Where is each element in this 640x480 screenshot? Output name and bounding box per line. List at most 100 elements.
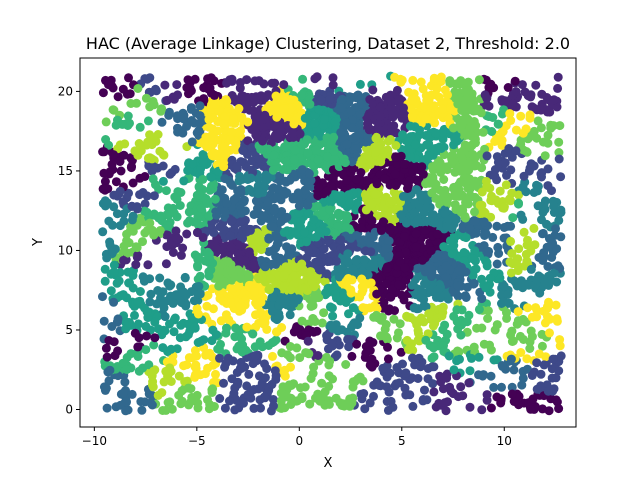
scatter-point (336, 96, 346, 106)
scatter-point (433, 250, 443, 260)
scatter-point (351, 132, 361, 142)
scatter-point (209, 90, 219, 100)
scatter-point (551, 395, 561, 405)
y-tick-label: 0 (65, 403, 73, 417)
scatter-point (543, 262, 553, 271)
scatter-point (556, 172, 566, 182)
plot-area-frame (79, 57, 577, 428)
scatter-point (436, 162, 446, 172)
scatter-point (311, 393, 320, 403)
scatter-point (508, 99, 518, 109)
scatter-point (470, 216, 480, 226)
scatter-point (147, 154, 157, 164)
scatter-point (260, 359, 269, 369)
scatter-point (400, 383, 410, 393)
scatter-point (210, 99, 220, 109)
scatter-point (490, 137, 500, 146)
scatter-point (427, 90, 437, 100)
scatter-point (348, 303, 358, 313)
scatter-point (543, 130, 553, 140)
scatter-point (225, 231, 235, 241)
scatter-point (137, 405, 147, 415)
scatter-point (279, 270, 289, 280)
scatter-point (503, 290, 513, 299)
scatter-point (422, 203, 432, 213)
scatter-point (297, 165, 307, 175)
scatter-point (279, 281, 289, 291)
scatter-point (282, 242, 291, 252)
scatter-point (478, 127, 488, 137)
scatter-point (182, 376, 192, 386)
scatter-point (130, 310, 139, 320)
scatter-point (229, 389, 239, 399)
scatter-point (279, 104, 289, 114)
scatter-point (503, 83, 513, 92)
scatter-point (231, 323, 241, 333)
scatter-point (504, 144, 514, 153)
scatter-point (279, 227, 289, 237)
scatter-point (337, 103, 346, 113)
scatter-point (526, 326, 536, 336)
scatter-point (460, 101, 470, 111)
y-tick-label: 15 (58, 164, 73, 178)
scatter-point (448, 123, 458, 133)
scatter-point (210, 194, 220, 204)
scatter-point (394, 328, 403, 338)
scatter-point (372, 289, 382, 299)
scatter-point (527, 371, 537, 380)
scatter-point (532, 358, 542, 368)
scatter-point (366, 278, 376, 288)
scatter-point (154, 298, 164, 308)
scatter-point (548, 354, 558, 364)
scatter-point (146, 398, 156, 408)
scatter-point (276, 396, 286, 406)
scatter-point (412, 185, 421, 195)
scatter-point (244, 272, 254, 282)
scatter-point (133, 84, 143, 93)
scatter-point (533, 201, 543, 211)
scatter-point (457, 165, 467, 175)
scatter-point (133, 319, 143, 329)
scatter-point (449, 182, 459, 192)
scatter-point (332, 350, 342, 360)
scatter-point (525, 344, 535, 353)
scatter-point (250, 287, 260, 297)
scatter-point (431, 128, 441, 138)
scatter-point (395, 319, 405, 329)
scatter-point (351, 205, 361, 215)
scatter-point (416, 313, 426, 323)
scatter-point (182, 121, 191, 131)
scatter-point (327, 341, 337, 351)
scatter-point (534, 349, 544, 359)
scatter-point (269, 150, 279, 160)
scatter-point (194, 182, 204, 192)
scatter-point (429, 73, 439, 83)
scatter-point (516, 210, 526, 220)
scatter-point (477, 187, 487, 197)
scatter-point (297, 259, 307, 269)
scatter-point (245, 225, 255, 235)
scatter-point (330, 154, 340, 164)
scatter-point (309, 282, 319, 292)
scatter-point (355, 292, 365, 302)
scatter-point (486, 79, 496, 89)
scatter-point (365, 237, 375, 247)
scatter-point (322, 331, 332, 340)
scatter-point (429, 101, 439, 111)
scatter-point (121, 406, 131, 416)
scatter-point (353, 198, 362, 208)
scatter-point (272, 112, 282, 122)
scatter-point (505, 109, 515, 119)
scatter-point (141, 321, 151, 331)
scatter-point (190, 74, 200, 84)
scatter-point (407, 111, 417, 121)
scatter-point (543, 386, 553, 396)
scatter-point (230, 405, 240, 415)
scatter-point (195, 118, 205, 128)
scatter-point (305, 99, 315, 109)
scatter-point (181, 301, 191, 311)
scatter-point (385, 292, 395, 302)
scatter-point (477, 323, 487, 333)
scatter-point (531, 80, 541, 90)
